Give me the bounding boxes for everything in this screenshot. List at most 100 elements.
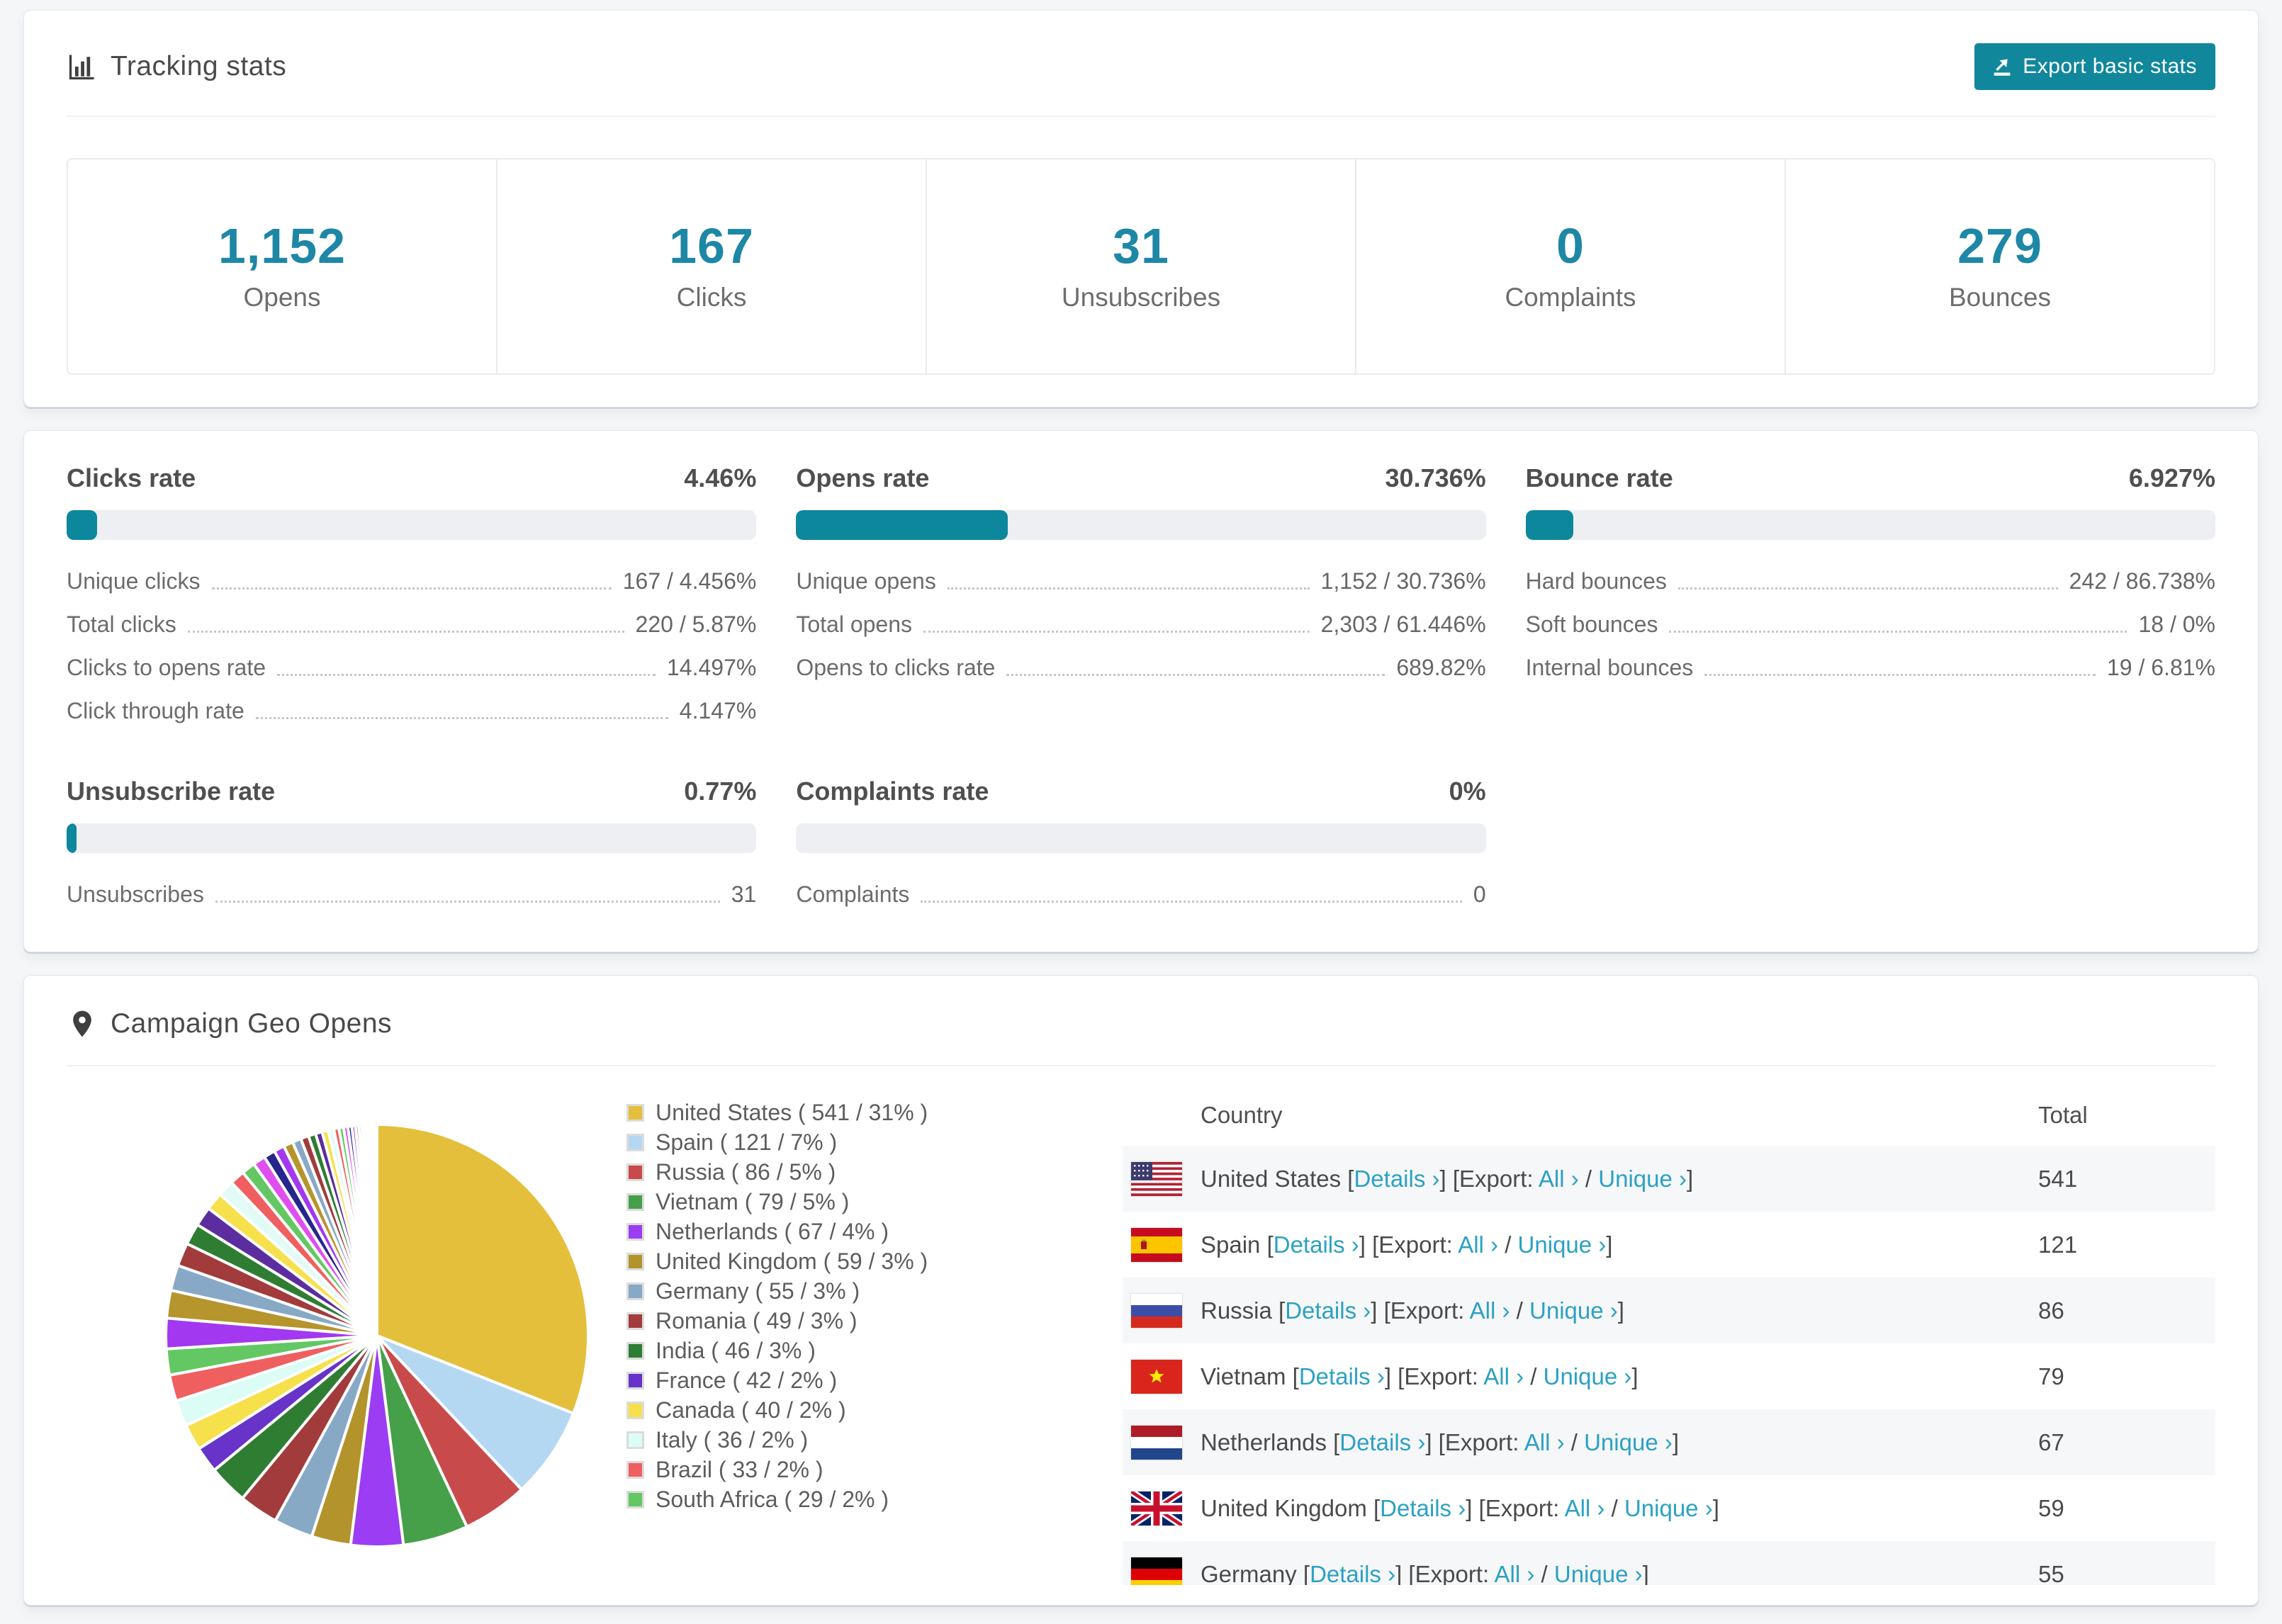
rate-row-value: 167 / 4.456% — [622, 568, 757, 594]
flag-gb-icon — [1131, 1491, 1182, 1526]
rate-row: Total clicks 220 / 5.87% — [67, 603, 756, 646]
rate-rows: Unique clicks 167 / 4.456% Total clicks 220… — [67, 560, 756, 733]
divider — [67, 115, 2215, 117]
legend-swatch — [626, 1133, 644, 1151]
export-all-link[interactable]: All › — [1564, 1494, 1605, 1521]
export-unique-link[interactable]: Unique › — [1584, 1428, 1673, 1455]
page-title: Tracking stats — [111, 51, 287, 81]
table-row-us: United States [Details ›] [Export: All ›… — [1123, 1146, 2215, 1212]
rate-row-label: Unique opens — [796, 568, 936, 594]
export-unique-link[interactable]: Unique › — [1624, 1494, 1713, 1521]
legend-swatch — [626, 1371, 644, 1389]
rate-block-clicks-rate: Clicks rate 4.46% Unique clicks 167 / 4.456… — [67, 463, 757, 733]
export-unique-link[interactable]: Unique › — [1543, 1363, 1632, 1389]
rate-title: Complaints rate — [796, 777, 989, 806]
details-link[interactable]: Details › — [1380, 1494, 1466, 1521]
rate-head: Clicks rate 4.46% — [67, 463, 756, 493]
geo-legend: United States ( 541 / 31% ) Spain ( 121 /… — [626, 1085, 1123, 1585]
stat-cell-bounces: 279 Bounces — [1786, 159, 2214, 373]
dotted-leader — [277, 674, 656, 676]
stat-value: 0 — [1556, 218, 1585, 274]
geo-content: United States ( 541 / 31% ) Spain ( 121 /… — [67, 1085, 2215, 1585]
dotted-leader — [211, 587, 612, 590]
dotted-leader — [187, 631, 624, 633]
table-row-ru: Russia [Details ›] [Export: All › / Uniq… — [1123, 1278, 2215, 1343]
flag-cell — [1123, 1491, 1201, 1526]
pie-slice-0 — [376, 1122, 590, 1416]
bar-chart-icon — [69, 55, 94, 80]
flag-de-icon — [1131, 1557, 1182, 1585]
country-name: United Kingdom — [1201, 1494, 1367, 1521]
details-link[interactable]: Details › — [1339, 1428, 1426, 1455]
details-link[interactable]: Details › — [1310, 1560, 1396, 1586]
export-all-link[interactable]: All › — [1483, 1363, 1524, 1389]
rate-head: Complaints rate 0% — [796, 777, 1485, 806]
rate-row-value: 4.147% — [679, 698, 757, 723]
rate-rows: Unique opens 1,152 / 30.736% Total opens 2,… — [796, 560, 1485, 689]
country-name: Netherlands — [1201, 1428, 1327, 1455]
rate-title: Clicks rate — [67, 463, 196, 492]
geo-header: Campaign Geo Opens — [67, 1008, 2215, 1039]
export-basic-stats-button[interactable]: Export basic stats — [1974, 43, 2215, 90]
table-row-vn: Vietnam [Details ›] [Export: All › / Uni… — [1123, 1343, 2215, 1409]
export-all-link[interactable]: All › — [1538, 1165, 1579, 1192]
stat-label: Opens — [243, 283, 321, 312]
export-all-link[interactable]: All › — [1494, 1560, 1535, 1586]
rate-head: Opens rate 30.736% — [796, 463, 1485, 493]
rate-row-value: 31 — [731, 881, 757, 907]
flag-cell — [1123, 1161, 1201, 1196]
geo-table: Country Total United States [Details ›] … — [1123, 1085, 2215, 1585]
total-value: 121 — [2038, 1231, 2078, 1258]
details-link[interactable]: Details › — [1298, 1363, 1385, 1389]
legend-swatch — [626, 1460, 644, 1479]
dotted-leader — [1704, 674, 2096, 676]
legend-item-ro: Romania ( 49 / 3% ) — [626, 1306, 1123, 1336]
pie-chart — [67, 1085, 626, 1585]
rate-row-label: Unsubscribes — [67, 881, 204, 907]
rate-row-label: Click through rate — [67, 698, 244, 723]
legend-swatch — [626, 1163, 644, 1181]
rate-row-label: Total opens — [796, 611, 912, 637]
legend-swatch — [626, 1282, 644, 1300]
stat-label: Bounces — [1949, 283, 2051, 312]
table-row-de: Germany [Details ›] [Export: All › / Uni… — [1123, 1541, 2215, 1585]
rate-title: Opens rate — [796, 463, 930, 492]
divider — [67, 1065, 2215, 1066]
total-value: 541 — [2038, 1165, 2078, 1192]
flag-vn-icon — [1131, 1359, 1182, 1394]
country-cell: Netherlands [Details ›] [Export: All › /… — [1201, 1428, 1679, 1455]
legend-item-vn: Vietnam ( 79 / 5% ) — [626, 1187, 1123, 1217]
legend-swatch — [626, 1401, 644, 1419]
flag-cell — [1123, 1425, 1201, 1460]
rate-rows: Complaints 0 — [796, 873, 1485, 916]
rate-block-unsubscribe-rate: Unsubscribe rate 0.77% Unsubscribes 31 — [67, 777, 757, 916]
flag-cell — [1123, 1359, 1201, 1394]
geo-pie-svg — [164, 1122, 590, 1548]
geo-table-body: United States [Details ›] [Export: All ›… — [1123, 1146, 2215, 1585]
export-unique-link[interactable]: Unique › — [1598, 1165, 1687, 1192]
export-all-link[interactable]: All › — [1524, 1428, 1565, 1455]
legend-item-ca: Canada ( 40 / 2% ) — [626, 1395, 1123, 1425]
details-link[interactable]: Details › — [1273, 1231, 1359, 1258]
details-link[interactable]: Details › — [1285, 1297, 1371, 1324]
rate-row: Total opens 2,303 / 61.446% — [796, 603, 1485, 646]
export-unique-link[interactable]: Unique › — [1529, 1297, 1618, 1324]
export-all-link[interactable]: All › — [1458, 1231, 1499, 1258]
rate-value: 6.927% — [2128, 463, 2215, 492]
rate-value: 30.736% — [1385, 463, 1486, 492]
legend-label: Spain ( 121 / 7% ) — [656, 1129, 838, 1155]
rate-block-opens-rate: Opens rate 30.736% Unique opens 1,152 / 30.… — [796, 463, 1486, 733]
legend-label: India ( 46 / 3% ) — [656, 1337, 816, 1363]
rate-row-label: Hard bounces — [1525, 568, 1667, 594]
rates-grid: Clicks rate 4.46% Unique clicks 167 / 4.456… — [67, 463, 2215, 916]
rate-head: Bounce rate 6.927% — [1526, 463, 2215, 493]
details-link[interactable]: Details › — [1354, 1165, 1440, 1192]
legend-swatch — [626, 1103, 644, 1122]
rate-row-value: 1,152 / 30.736% — [1320, 568, 1486, 594]
legend-swatch — [626, 1312, 644, 1330]
geo-table-header: Country Total — [1123, 1085, 2215, 1146]
total-value: 67 — [2038, 1428, 2064, 1455]
export-unique-link[interactable]: Unique › — [1553, 1560, 1643, 1586]
export-all-link[interactable]: All › — [1469, 1297, 1510, 1324]
export-unique-link[interactable]: Unique › — [1517, 1231, 1607, 1258]
